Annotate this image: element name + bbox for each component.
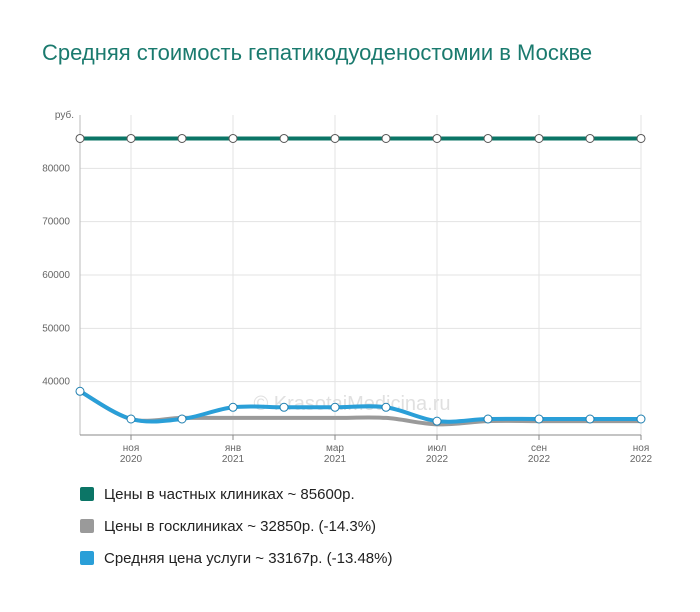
legend-label: Цены в частных клиниках ~ 85600р. — [104, 485, 355, 503]
legend-swatch — [80, 487, 94, 501]
marker — [126, 414, 136, 424]
legend: Цены в частных клиниках ~ 85600р. Цены в … — [80, 484, 392, 580]
marker — [279, 133, 289, 143]
marker — [381, 402, 391, 412]
y-unit: руб. — [55, 109, 74, 121]
x-tick-label-line: 2022 — [426, 454, 449, 465]
legend-label: Цены в госклиниках ~ 32850р. (-14.3%) — [104, 517, 377, 535]
x-tick-label-line: сен — [531, 443, 547, 454]
marker — [330, 133, 340, 143]
x-tick-label-line: 2021 — [222, 454, 245, 465]
x-tick-label-line: янв — [225, 443, 241, 454]
marker — [330, 402, 340, 412]
x-tick-label: ноя 2020 — [120, 443, 143, 465]
marker — [381, 133, 391, 143]
marker — [534, 133, 544, 143]
x-tick-label-line: мар — [326, 443, 344, 454]
x-tick-label: ноя 2022 — [630, 443, 653, 465]
marker — [432, 133, 442, 143]
x-tick-label-line: 2020 — [120, 454, 143, 465]
legend-swatch — [80, 519, 94, 533]
x-tick-label-line: ноя — [633, 443, 650, 454]
marker — [126, 133, 136, 143]
marker — [534, 414, 544, 424]
x-tick-label-line: 2022 — [630, 454, 653, 465]
marker — [177, 133, 187, 143]
legend-item: Средняя цена услуги ~ 33167р. (-13.48%) — [80, 548, 392, 568]
marker — [279, 402, 289, 412]
marker — [75, 133, 85, 143]
legend-label: Средняя цена услуги ~ 33167р. (-13.48%) — [104, 549, 393, 567]
x-tick-label: сен 2022 — [528, 443, 551, 465]
y-tick-label: 60000 — [42, 270, 70, 281]
x-tick-label: мар 2021 — [324, 443, 347, 465]
chart-title: Средняя стоимость гепатикодуоденостомии … — [42, 40, 593, 65]
x-tick-label-line: 2021 — [324, 454, 347, 465]
marker — [483, 133, 493, 143]
x-tick-label-line: ноя — [123, 443, 140, 454]
y-tick-label: 40000 — [42, 377, 70, 388]
legend-item: Цены в госклиниках ~ 32850р. (-14.3%) — [80, 516, 392, 536]
marker — [177, 414, 187, 424]
x-tick-label: янв 2021 — [222, 443, 245, 465]
y-tick-label: 80000 — [42, 163, 70, 174]
marker — [636, 414, 646, 424]
x-tick-label: июл 2022 — [426, 443, 449, 465]
marker — [228, 402, 238, 412]
marker — [585, 133, 595, 143]
legend-swatch — [80, 551, 94, 565]
marker — [636, 133, 646, 143]
x-tick-label-line: июл — [428, 443, 447, 454]
marker — [75, 386, 85, 396]
x-tick-label-line: 2022 — [528, 454, 551, 465]
y-tick-label: 50000 — [42, 323, 70, 334]
marker — [228, 133, 238, 143]
grid — [80, 115, 642, 435]
legend-item: Цены в частных клиниках ~ 85600р. — [80, 484, 392, 504]
y-tick-label: 70000 — [42, 217, 70, 228]
marker — [432, 416, 442, 426]
marker — [483, 414, 493, 424]
marker — [585, 414, 595, 424]
